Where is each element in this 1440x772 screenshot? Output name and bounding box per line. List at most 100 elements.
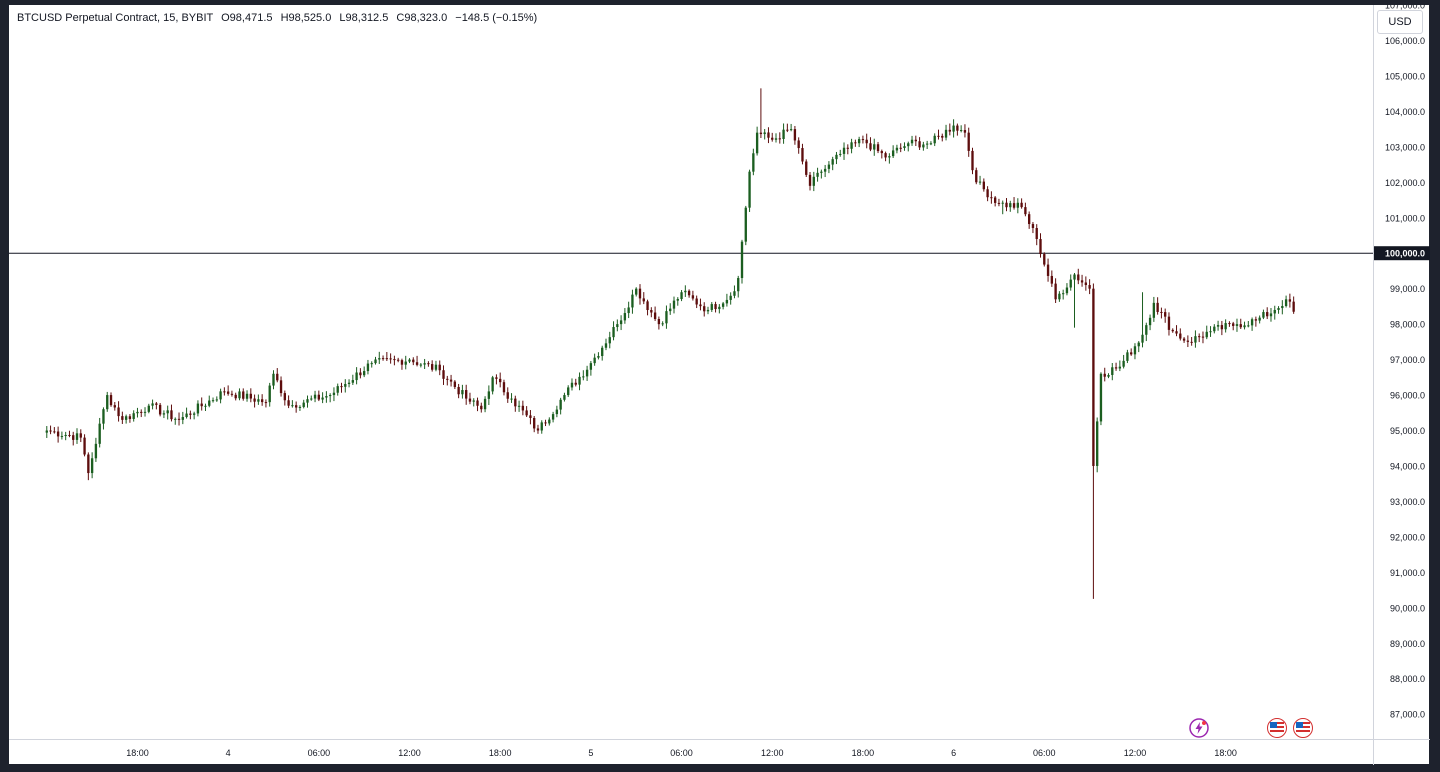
candle-body: [1288, 299, 1292, 302]
candle-body: [570, 382, 574, 388]
candle-body: [491, 377, 494, 392]
time-tick-label: 6: [951, 748, 956, 758]
candle-body: [857, 139, 861, 144]
candle-body: [461, 390, 464, 395]
candle-body: [597, 356, 600, 358]
candle-body: [381, 358, 385, 360]
candle-body: [75, 433, 79, 440]
legend-open-value: 98,471.5: [229, 12, 273, 24]
candle-body: [604, 343, 608, 348]
candlestick-chart[interactable]: [9, 5, 1373, 739]
candle-body: [132, 413, 135, 419]
candle-body: [1284, 299, 1288, 306]
candle-body: [582, 376, 585, 378]
candle-body: [721, 303, 725, 307]
candle-body: [223, 391, 226, 393]
candle-body: [585, 369, 589, 377]
time-tick-label: 5: [588, 748, 593, 758]
candle-body: [208, 400, 211, 406]
candle-body: [642, 298, 645, 302]
candle-body: [56, 431, 60, 437]
legend-change-value: −148.5 (−0.15%): [455, 12, 538, 24]
price-tick-label: 96,000.0: [1390, 391, 1425, 401]
candle-body: [831, 159, 834, 165]
price-axis[interactable]: 87,000.0 88,000.0 89,000.0 90,000.0 91,000.0…: [1373, 1, 1430, 739]
candle-body: [922, 144, 925, 148]
candle-body: [861, 139, 865, 141]
legend-high-label: H: [280, 12, 289, 24]
candle-body: [918, 141, 921, 148]
candle-body: [555, 409, 559, 415]
candle-body: [393, 359, 396, 361]
candle-body: [1198, 336, 1201, 338]
candle-body: [136, 411, 139, 414]
candle-body: [204, 405, 207, 407]
price-tick-label: 92,000.0: [1390, 532, 1425, 542]
candle-body: [298, 406, 302, 408]
candle-body: [1077, 274, 1080, 281]
legend-high-value: 98,525.0: [288, 12, 332, 24]
candle-body: [710, 304, 713, 310]
candle-body: [272, 373, 275, 386]
candle-body: [1148, 317, 1152, 326]
candle-body: [480, 405, 483, 410]
price-tick-label: 104,000.0: [1385, 107, 1425, 117]
candle-body: [347, 382, 351, 385]
candle-body: [703, 306, 706, 312]
candle-body: [1190, 341, 1193, 343]
candle-body: [551, 414, 555, 420]
price-tick-label: 88,000.0: [1390, 674, 1425, 684]
candle-body: [1247, 325, 1250, 327]
candle-body: [842, 147, 846, 154]
lightning-event-icon[interactable]: [1189, 718, 1209, 738]
candle-body: [151, 403, 154, 406]
candle-body: [64, 434, 67, 437]
candle-body: [907, 143, 910, 147]
candle-body: [865, 139, 868, 144]
plot-area[interactable]: [9, 5, 1373, 739]
candle-body: [891, 150, 895, 157]
candle-body: [873, 144, 876, 150]
candle-body: [192, 413, 196, 415]
candle-body: [1194, 336, 1197, 343]
candle-body: [155, 403, 158, 405]
candle-body: [650, 310, 653, 313]
candle-body: [517, 405, 521, 407]
legend-symbol[interactable]: BTCUSD Perpetual Contract, 15, BYBIT: [17, 12, 214, 24]
candle-body: [1243, 325, 1246, 328]
candle-body: [400, 360, 404, 365]
candle-body: [1073, 274, 1076, 280]
candle-body: [514, 398, 517, 407]
price-tick-label: 107,000.0: [1385, 5, 1425, 11]
candle-body: [113, 405, 116, 408]
time-axis[interactable]: 18:00 4 06:00 12:00 18:00 5 06:00 12:00 18:00 6 06…: [9, 739, 1373, 765]
currency-button[interactable]: USD: [1377, 10, 1423, 34]
candle-body: [506, 392, 509, 399]
candle-body: [502, 382, 506, 393]
candle-body: [291, 405, 294, 407]
candle-body: [109, 395, 113, 406]
candle-body: [260, 399, 264, 403]
candle-body: [1099, 373, 1103, 422]
candle-body: [793, 129, 797, 141]
candles-group: [45, 88, 1295, 599]
candle-body: [397, 359, 400, 361]
price-tick-label: 102,000.0: [1385, 178, 1425, 188]
us-flag-icon[interactable]: [1267, 718, 1287, 738]
candle-body: [1130, 352, 1133, 355]
candle-body: [971, 150, 974, 171]
candle-body: [1164, 312, 1167, 317]
candle-body: [687, 290, 691, 296]
candle-body: [623, 313, 627, 321]
us-flag-icon[interactable]: [1293, 718, 1313, 738]
candle-body: [914, 139, 917, 142]
candle-body: [328, 395, 332, 397]
candle-body: [283, 393, 286, 401]
candle-body: [740, 241, 744, 279]
price-tick-label: 91,000.0: [1390, 568, 1425, 578]
price-tick-label: 105,000.0: [1385, 71, 1425, 81]
candle-body: [166, 410, 169, 414]
price-tick-label: 98,000.0: [1390, 320, 1425, 330]
candle-body: [189, 413, 192, 415]
candle-body: [268, 385, 271, 403]
